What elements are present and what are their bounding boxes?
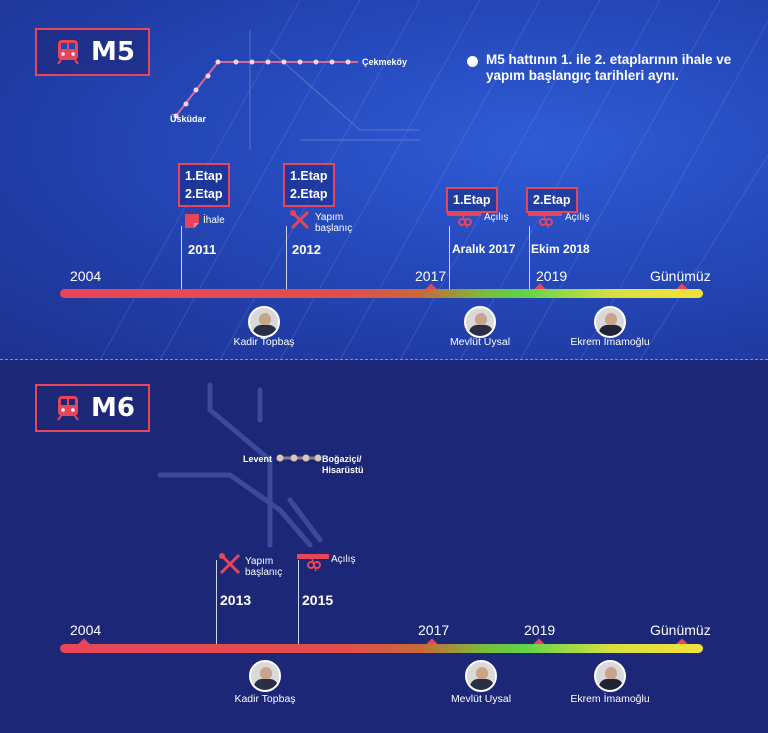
event-line — [286, 226, 287, 296]
m5-line-badge: M5 — [35, 28, 150, 76]
mayor-name: Mevlüt Uysal — [450, 693, 512, 705]
m5-panel: M5 Üsküdar Çekmeköy M5 hattının 1. ile 2… — [0, 0, 768, 360]
line-name: M5 — [91, 37, 135, 67]
year-label: 2017 — [418, 622, 450, 638]
construction-tools-icon — [290, 210, 310, 230]
avatar — [465, 660, 497, 692]
mayor-name: Kadir Topbaş — [233, 336, 295, 348]
event-year: 2012 — [292, 242, 321, 257]
m5-timeline-bar — [60, 289, 703, 298]
document-icon — [185, 214, 199, 228]
year-label: 2019 — [536, 268, 568, 284]
map-station-levent: Levent — [243, 454, 273, 464]
ribbon-cutting-icon — [447, 211, 481, 229]
mayor-name: Mevlüt Uysal — [449, 336, 511, 348]
avatar — [249, 660, 281, 692]
m5-route-map — [173, 30, 420, 150]
event-label: İhale — [203, 215, 225, 226]
train-icon — [57, 40, 79, 65]
event-year: 2013 — [220, 592, 252, 608]
mayor-name: Ekrem İmamoğlu — [570, 693, 650, 705]
event-year: 2011 — [188, 242, 217, 257]
event-year: Aralık 2017 — [452, 242, 516, 256]
event-line — [449, 226, 450, 296]
event-year: Ekim 2018 — [531, 242, 590, 256]
speed-lines — [99, 0, 768, 360]
event-label: Yapım başlanıç — [315, 212, 353, 234]
note-bullet — [467, 56, 478, 67]
event-line — [298, 560, 299, 650]
etap-label: 2.Etap — [533, 193, 571, 207]
year-label: 2004 — [70, 268, 102, 284]
event-line — [181, 226, 182, 296]
construction-tools-icon — [219, 553, 241, 575]
map-station-bogazici: Boğaziçi/ Hisarüstü — [322, 454, 364, 475]
event-label: Yapım başlanıç — [245, 556, 283, 578]
mayor-name: Ekrem İmamoğlu — [570, 336, 650, 348]
year-label: Günümüz — [650, 622, 711, 638]
m6-panel: M6 Levent Boğaziçi/ Hisarüstü Yapım başl… — [0, 360, 768, 733]
etap-label: 1.Etap — [185, 169, 223, 183]
avatar — [464, 306, 496, 338]
event-label: Açılış — [565, 212, 590, 223]
train-icon — [57, 396, 79, 421]
event-line — [529, 226, 530, 296]
section-divider — [0, 359, 768, 360]
avatar — [248, 306, 280, 338]
year-label: Günümüz — [650, 268, 711, 284]
map-station-cekmekoy: Çekmeköy — [362, 57, 408, 67]
event-year: 2015 — [302, 592, 334, 608]
etap-label: 2.Etap — [185, 187, 223, 201]
m6-timeline-bar — [60, 644, 703, 653]
ribbon-cutting-icon — [297, 554, 329, 572]
event-label: Açılış — [484, 212, 509, 223]
event-etap-box: 1.Etap 2.Etap — [283, 163, 335, 207]
event-etap-box: 2.Etap — [526, 187, 578, 213]
etap-label: 2.Etap — [290, 187, 328, 201]
year-label: 2004 — [70, 622, 102, 638]
line-name: M6 — [91, 393, 135, 423]
etap-label: 1.Etap — [290, 169, 328, 183]
event-line — [216, 560, 217, 650]
year-label: 2019 — [524, 622, 556, 638]
m6-line-badge: M6 — [35, 384, 150, 432]
m5-note: M5 hattının 1. ile 2. etaplarının ihale … — [486, 52, 732, 83]
map-station-uskudar: Üsküdar — [170, 114, 207, 124]
event-etap-box: 1.Etap 2.Etap — [178, 163, 230, 207]
avatar — [594, 660, 626, 692]
m6-route-map — [157, 382, 323, 548]
year-label: 2017 — [415, 268, 447, 284]
ribbon-cutting-icon — [528, 211, 562, 229]
avatar — [594, 306, 626, 338]
event-label: Açılış — [331, 554, 356, 565]
etap-label: 1.Etap — [453, 193, 491, 207]
mayor-name: Kadir Topbaş — [234, 693, 296, 705]
